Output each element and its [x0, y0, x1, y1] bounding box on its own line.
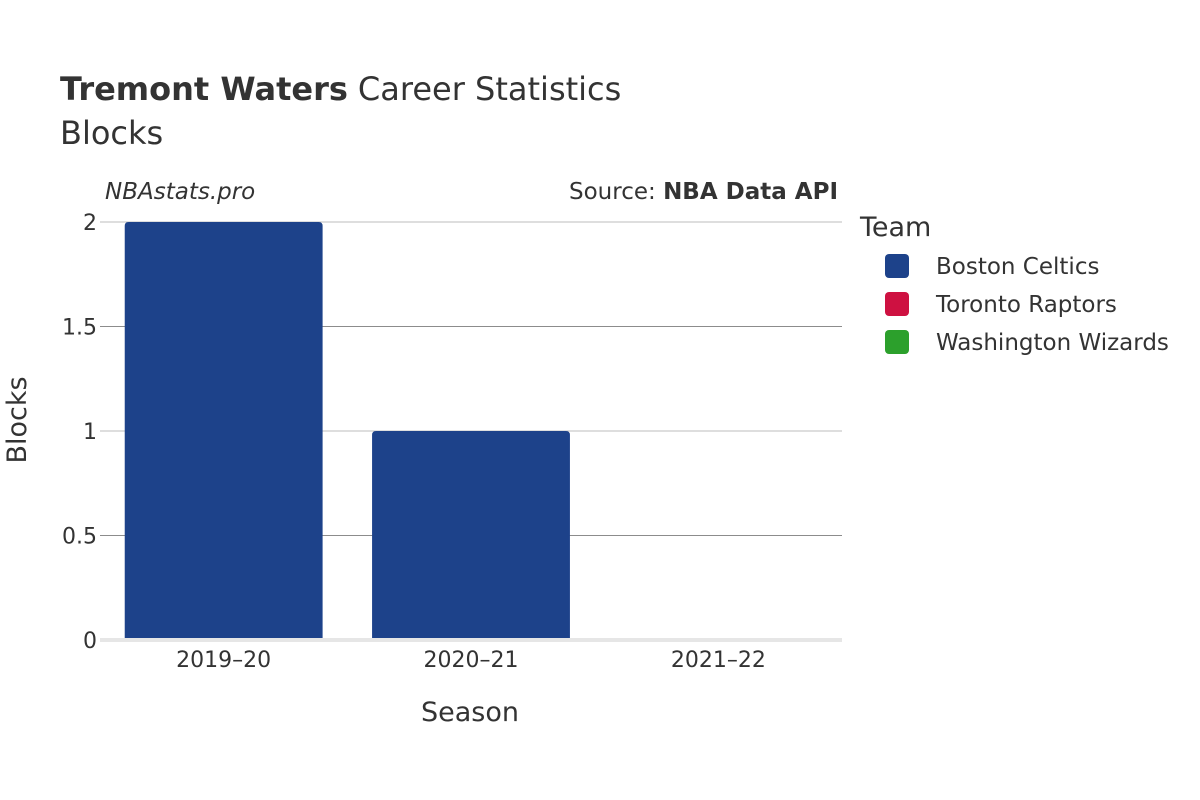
bar-boston-celtics — [372, 431, 570, 640]
legend-label: Washington Wizards — [936, 330, 1169, 356]
y-tick-label: 1 — [83, 420, 97, 445]
x-axis-title: Season — [421, 697, 519, 728]
x-tick-label: 2021–22 — [671, 648, 766, 673]
x-tick-label: 2020–21 — [424, 648, 519, 673]
legend-swatch — [885, 330, 909, 354]
y-axis-title: Blocks — [2, 376, 33, 463]
y-tick-labels: 0 0.5 1 1.5 2 — [62, 211, 97, 654]
watermark: NBAstats.pro — [105, 179, 255, 205]
bar-boston-celtics — [124, 222, 323, 640]
legend-label: Boston Celtics — [936, 254, 1099, 280]
legend-label: Toronto Raptors — [935, 292, 1117, 318]
chart-subtitle: Blocks — [60, 114, 163, 152]
legend: Boston Celtics Toronto Raptors Washington … — [885, 254, 1169, 356]
source-name: NBA Data API — [663, 179, 838, 205]
y-tick-label: 0 — [83, 629, 97, 654]
source-prefix: Source: — [569, 179, 663, 205]
title-player-name: Tremont Waters — [60, 70, 348, 108]
legend-swatch — [885, 292, 909, 316]
chart-title: Tremont Waters Career Statistics — [60, 70, 621, 108]
title-rest: Career Statistics — [358, 70, 621, 108]
y-tick-label: 1.5 — [62, 316, 97, 341]
y-tick-label: 0.5 — [62, 525, 97, 550]
x-tick-label: 2019–20 — [176, 648, 271, 673]
bars — [124, 222, 570, 640]
legend-title: Team — [859, 212, 931, 243]
y-tick-label: 2 — [83, 211, 97, 236]
source-label: Source: NBA Data API — [569, 179, 838, 205]
legend-swatch — [885, 254, 909, 278]
x-tick-labels: 2019–20 2020–21 2021–22 — [176, 648, 766, 673]
